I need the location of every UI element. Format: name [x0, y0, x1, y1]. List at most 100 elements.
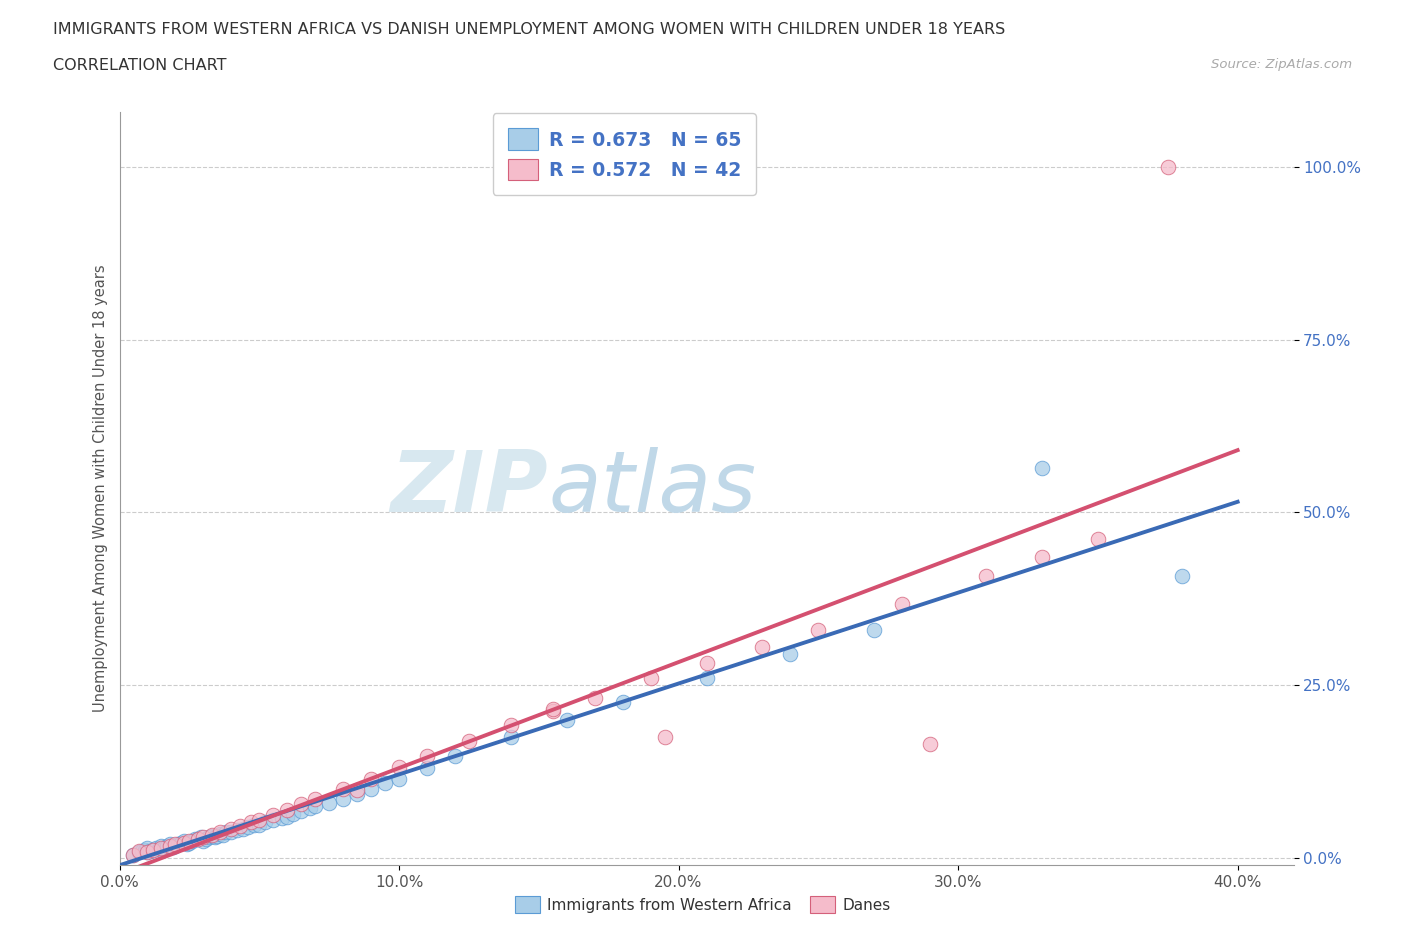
Point	[374, 776, 396, 790]
Point	[122, 847, 145, 862]
Point	[190, 830, 212, 844]
Point	[181, 833, 204, 848]
Point	[207, 829, 229, 844]
Point	[290, 804, 312, 818]
Point	[195, 831, 218, 846]
Point	[253, 815, 276, 830]
Point	[332, 781, 354, 796]
Legend: Immigrants from Western Africa, Danes: Immigrants from Western Africa, Danes	[509, 890, 897, 919]
Point	[128, 844, 150, 858]
Point	[640, 671, 662, 685]
Point	[221, 824, 243, 839]
Point	[136, 845, 159, 860]
Point	[239, 815, 262, 830]
Point	[346, 783, 368, 798]
Point	[499, 730, 522, 745]
Point	[541, 704, 564, 719]
Point	[388, 771, 411, 786]
Text: atlas: atlas	[548, 446, 756, 530]
Point	[304, 799, 326, 814]
Point	[1170, 568, 1192, 583]
Point	[187, 831, 209, 846]
Point	[142, 843, 165, 857]
Point	[134, 843, 156, 857]
Point	[173, 833, 195, 848]
Point	[807, 622, 830, 637]
Point	[247, 817, 270, 832]
Point	[150, 843, 173, 857]
Point	[290, 797, 312, 812]
Point	[176, 837, 198, 852]
Point	[779, 646, 801, 661]
Point	[242, 817, 264, 832]
Point	[247, 813, 270, 828]
Point	[201, 829, 224, 844]
Point	[159, 837, 181, 852]
Point	[165, 837, 187, 852]
Point	[159, 839, 181, 854]
Point	[209, 827, 232, 842]
Point	[148, 842, 170, 857]
Point	[128, 845, 150, 860]
Point	[555, 712, 578, 727]
Point	[751, 640, 773, 655]
Y-axis label: Unemployment Among Women with Children Under 18 years: Unemployment Among Women with Children U…	[93, 264, 108, 712]
Point	[360, 781, 382, 796]
Point	[122, 847, 145, 862]
Point	[612, 695, 634, 710]
Point	[215, 825, 238, 840]
Point	[346, 787, 368, 802]
Point	[281, 807, 304, 822]
Point	[696, 671, 718, 685]
Point	[145, 840, 167, 855]
Point	[173, 835, 195, 850]
Point	[221, 821, 243, 836]
Point	[209, 824, 232, 839]
Point	[891, 596, 914, 611]
Point	[179, 833, 201, 848]
Point	[360, 771, 382, 786]
Point	[276, 809, 298, 824]
Point	[236, 819, 259, 834]
Text: IMMIGRANTS FROM WESTERN AFRICA VS DANISH UNEMPLOYMENT AMONG WOMEN WITH CHILDREN : IMMIGRANTS FROM WESTERN AFRICA VS DANISH…	[53, 22, 1005, 37]
Point	[974, 568, 997, 583]
Point	[136, 845, 159, 860]
Point	[204, 830, 226, 844]
Point	[228, 818, 250, 833]
Point	[920, 737, 942, 751]
Point	[179, 835, 201, 850]
Point	[541, 702, 564, 717]
Point	[444, 749, 467, 764]
Point	[499, 718, 522, 733]
Point	[193, 833, 215, 848]
Point	[142, 843, 165, 857]
Point	[201, 828, 224, 843]
Point	[156, 839, 179, 854]
Point	[416, 761, 439, 776]
Legend: R = 0.673   N = 65, R = 0.572   N = 42: R = 0.673 N = 65, R = 0.572 N = 42	[492, 113, 756, 195]
Point	[162, 840, 184, 855]
Text: ZIP: ZIP	[391, 446, 548, 530]
Point	[458, 733, 481, 748]
Point	[198, 830, 221, 844]
Point	[270, 810, 292, 825]
Point	[276, 803, 298, 817]
Point	[654, 730, 676, 745]
Point	[388, 759, 411, 774]
Point	[187, 831, 209, 846]
Text: Source: ZipAtlas.com: Source: ZipAtlas.com	[1212, 58, 1353, 71]
Point	[298, 801, 321, 816]
Text: CORRELATION CHART: CORRELATION CHART	[53, 58, 226, 73]
Point	[262, 807, 284, 822]
Point	[231, 821, 253, 836]
Point	[153, 840, 176, 855]
Point	[212, 828, 235, 843]
Point	[165, 838, 187, 853]
Point	[1031, 550, 1053, 565]
Point	[225, 823, 249, 838]
Point	[696, 656, 718, 671]
Point	[150, 838, 173, 853]
Point	[170, 835, 193, 850]
Point	[193, 830, 215, 844]
Point	[583, 690, 606, 705]
